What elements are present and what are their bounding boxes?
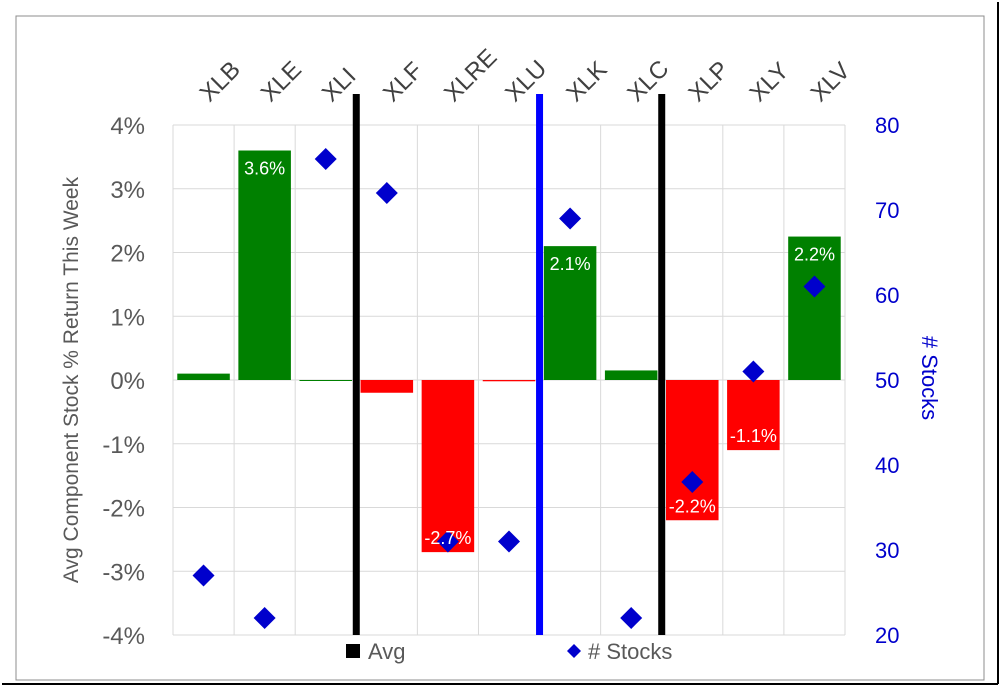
y-tick-label: 2% — [110, 241, 145, 268]
data-label: 3.6% — [244, 159, 285, 179]
marker-xle — [253, 607, 276, 629]
data-labels: 3.6% -2.7% 2.1% -2.2% -1.1% 2.2% — [244, 159, 835, 549]
data-label: 2.2% — [794, 245, 835, 265]
bar-xlc — [604, 370, 658, 380]
legend: Avg # Stocks — [346, 639, 672, 664]
bar-xlu — [482, 380, 536, 382]
marker-xlk — [559, 207, 582, 230]
y2-tick-label: 20 — [875, 623, 899, 648]
legend-label-stocks: # Stocks — [588, 639, 672, 664]
y-tick-label: 3% — [110, 177, 145, 204]
bar-xlk — [543, 246, 597, 380]
bar-xlre — [421, 380, 475, 553]
bar-xlv — [788, 236, 841, 380]
y2-tick-label: 80 — [875, 113, 899, 138]
y-tick-label: -1% — [102, 432, 145, 459]
y-tick-label: -4% — [102, 623, 145, 650]
data-label: -1.1% — [730, 426, 777, 446]
y-axis-title: Avg Component Stock % Return This Week — [60, 176, 83, 583]
y-tick-label: 0% — [110, 368, 145, 395]
marker-xlb — [192, 564, 215, 587]
y-tick-label: -3% — [102, 559, 145, 586]
y2-tick-label: 40 — [875, 453, 899, 478]
y-tick-label: -2% — [102, 496, 145, 523]
y2-axis-title: # Stocks — [917, 336, 942, 420]
y-tick-label: 1% — [110, 304, 145, 331]
data-label: 2.1% — [550, 254, 591, 274]
y2-tick-label: 60 — [875, 283, 899, 308]
marker-xlre — [436, 530, 459, 553]
marker-xlv — [803, 275, 826, 298]
data-label: -2.7% — [424, 528, 471, 548]
marker-xlc — [620, 607, 643, 629]
bar-xlb — [177, 373, 230, 380]
legend-swatch-stocks — [567, 644, 581, 658]
bar-xle — [238, 150, 291, 380]
y2-tick-label: 30 — [875, 538, 899, 563]
marker-xli — [314, 148, 337, 170]
marker-xlf — [375, 182, 398, 204]
bar-xli — [299, 380, 352, 381]
marker-xly — [742, 360, 765, 383]
y2-tick-label: 50 — [875, 368, 899, 393]
bar-xlp — [666, 380, 719, 521]
y2-tick-label: 70 — [875, 198, 899, 223]
marker-series — [192, 148, 826, 629]
marker-xlu — [498, 530, 520, 553]
bar-xlf — [360, 380, 414, 393]
group-separators — [352, 94, 666, 635]
bar-series — [177, 150, 841, 553]
legend-swatch-avg — [346, 644, 360, 658]
data-label: -2.2% — [669, 496, 716, 516]
bar-xly — [727, 380, 780, 451]
legend-label-avg: Avg — [368, 639, 406, 664]
marker-xlp — [681, 471, 704, 493]
y-tick-label: 4% — [110, 113, 145, 140]
